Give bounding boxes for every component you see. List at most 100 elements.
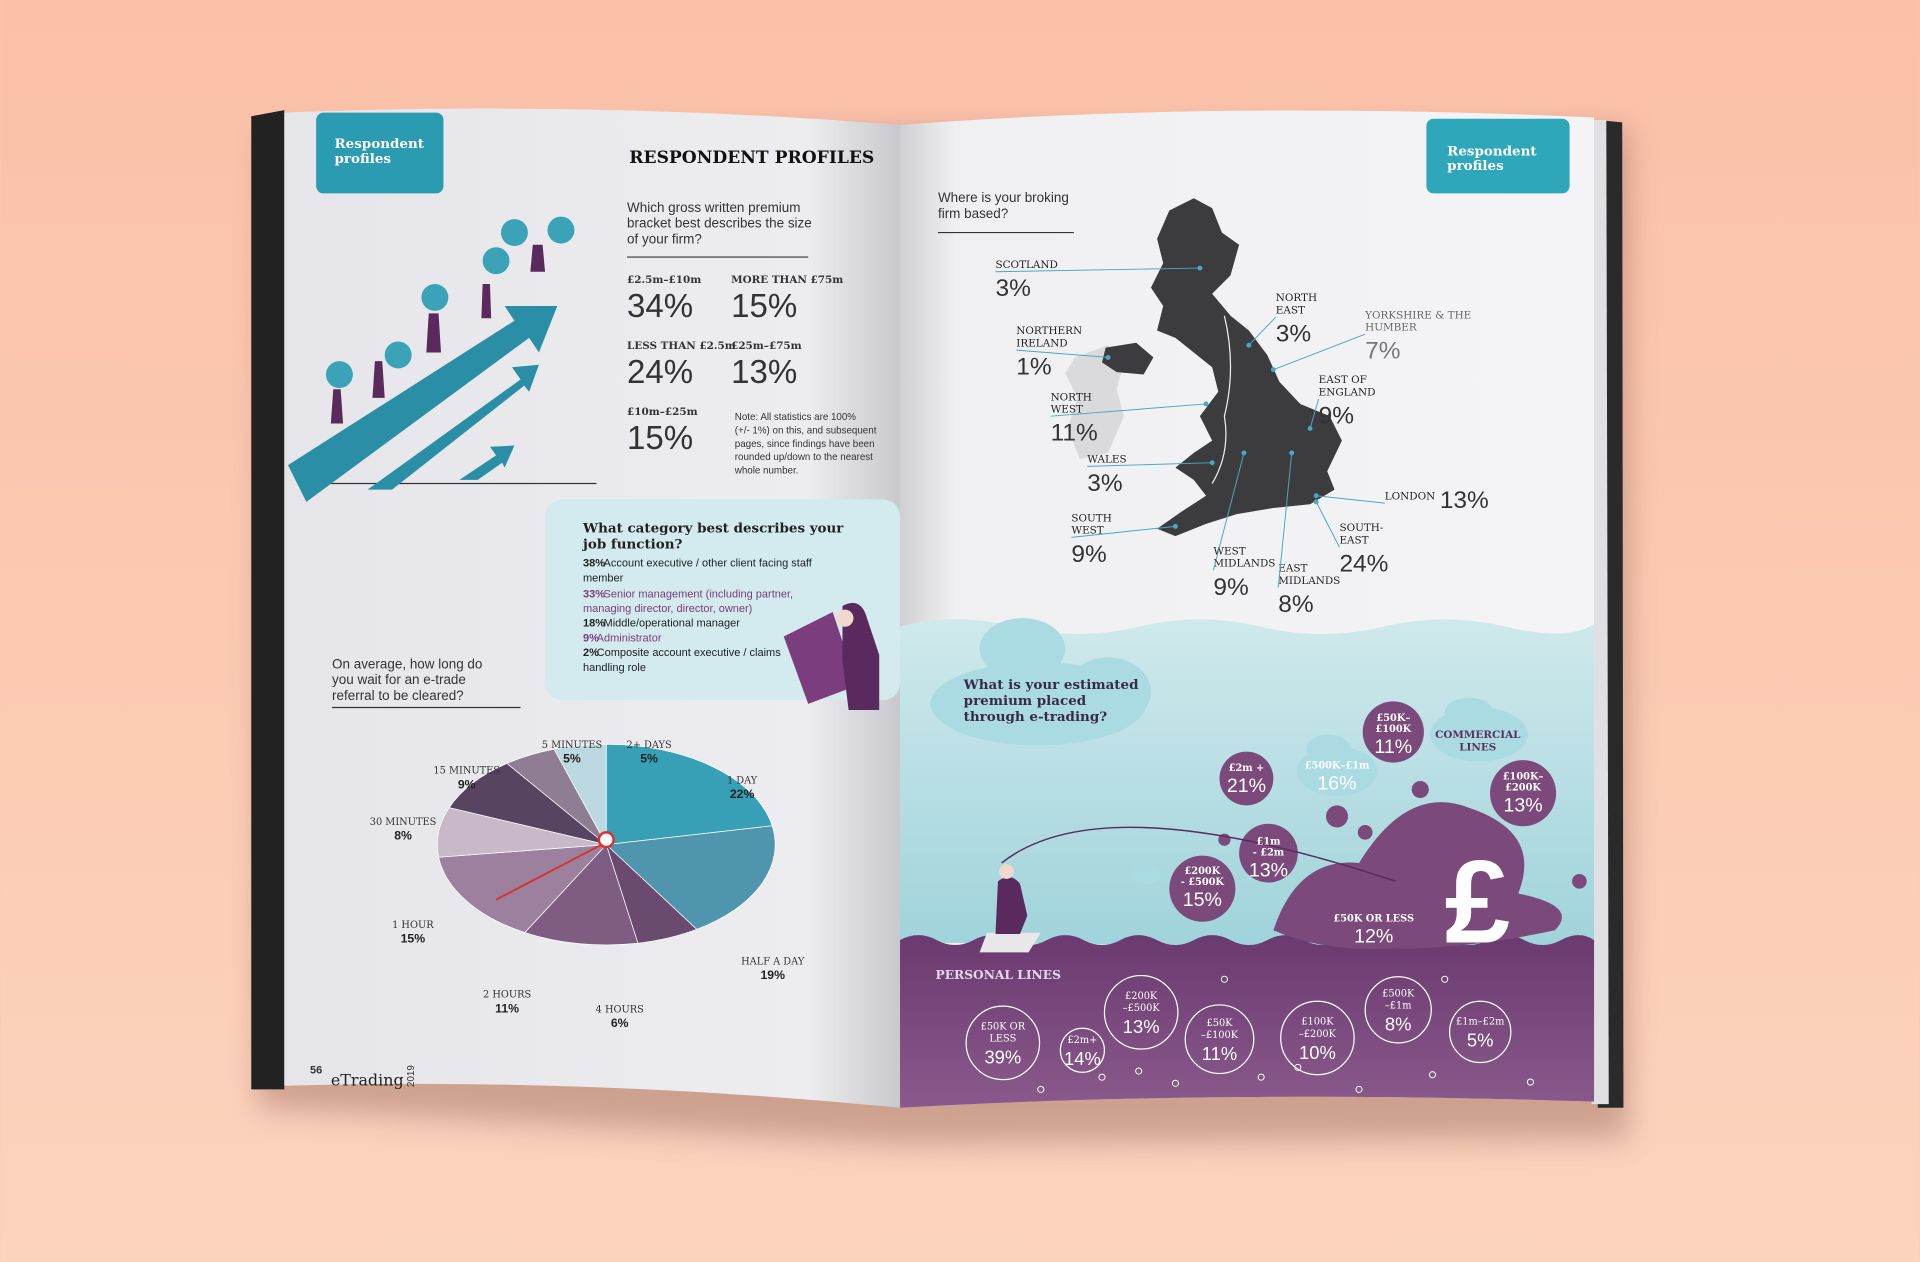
leader-dot xyxy=(1307,425,1313,431)
leader-dot xyxy=(1313,499,1319,505)
path xyxy=(842,602,880,710)
tab-label: profiles xyxy=(1447,158,1504,174)
note: whole number. xyxy=(734,466,799,477)
region-name: EAST xyxy=(1278,563,1307,575)
circle xyxy=(421,283,449,311)
slice-value: 5% xyxy=(563,752,581,766)
pie-slice xyxy=(448,762,607,845)
region-name: NORTH xyxy=(1051,391,1092,403)
tab xyxy=(1426,118,1570,194)
path xyxy=(367,364,539,490)
bracket-value: 13% xyxy=(731,354,797,391)
bubble-dot xyxy=(1098,1073,1106,1081)
band-value: 21% xyxy=(1227,775,1266,797)
job-pct: 33% xyxy=(583,588,605,600)
band-label: –£100K xyxy=(1201,1030,1239,1041)
ellipse xyxy=(979,618,1066,680)
bracket-value: 34% xyxy=(627,288,693,325)
band-label: £2m + xyxy=(1229,763,1265,774)
band-value: 5% xyxy=(1467,1030,1494,1051)
leader-dot xyxy=(1289,450,1295,456)
region-name: MIDLANDS xyxy=(1213,558,1275,570)
section-label: LINES xyxy=(1459,741,1496,753)
region-name: ENGLAND xyxy=(1319,386,1376,398)
region-name: HUMBER xyxy=(1365,321,1418,333)
band-label: £500K–£1m xyxy=(1305,761,1370,772)
job-text: member xyxy=(583,572,624,584)
slice-label: 1 HOUR xyxy=(392,920,434,931)
bubble xyxy=(1059,1027,1106,1073)
slice-value: 15% xyxy=(401,932,426,946)
leader-line xyxy=(1309,398,1320,429)
slice-value: 19% xyxy=(760,968,785,982)
page-number: 56 xyxy=(310,1064,322,1076)
band-label: £2m+ xyxy=(1067,1035,1097,1046)
slice-value: 5% xyxy=(640,752,658,766)
note: rounded up/down to the nearest xyxy=(735,452,873,463)
leader-dot xyxy=(1270,367,1276,373)
region-value: 1% xyxy=(1016,354,1051,381)
question: referral to be cleared? xyxy=(332,688,464,703)
circle xyxy=(1169,855,1236,922)
leader-dot xyxy=(1313,493,1319,499)
job-text: Senior management (including partner, xyxy=(604,588,794,600)
region-name: WEST xyxy=(1051,404,1083,416)
leader-line xyxy=(1087,462,1213,467)
slice-label: 5 MINUTES xyxy=(542,740,602,751)
job-pct: 9% xyxy=(583,632,599,644)
band-label: - £2m xyxy=(1253,848,1285,859)
heading: RESPONDENT PROFILES xyxy=(629,148,874,168)
ellipse xyxy=(1131,866,1161,884)
region-name: WEST xyxy=(1071,525,1103,537)
bubble-dot xyxy=(1135,1067,1143,1075)
circle xyxy=(547,216,575,244)
note: Note: All statistics are 100% xyxy=(735,412,857,423)
bracket-value: 15% xyxy=(627,420,693,457)
band-label: £50K– xyxy=(1376,713,1410,724)
region-name: LONDON xyxy=(1385,490,1435,502)
clock-hand xyxy=(495,841,607,901)
band-value: 13% xyxy=(1503,795,1542,817)
ellipse xyxy=(1065,657,1151,726)
leader-line xyxy=(1248,316,1277,346)
section-label: COMMERCIAL xyxy=(1435,729,1521,741)
band-label: –£200K xyxy=(1299,1029,1337,1040)
region-name: EAST xyxy=(1339,534,1368,546)
leader-dot xyxy=(1172,523,1178,529)
bubble-dot xyxy=(1294,1063,1302,1071)
circle xyxy=(836,609,854,627)
band-label: £100K xyxy=(1301,1017,1334,1028)
question: Which gross written premium xyxy=(627,200,800,215)
region-name: YORKSHIRE & THE xyxy=(1364,309,1471,321)
tab xyxy=(316,112,444,194)
region-value: 3% xyxy=(995,275,1030,302)
bubble-dot xyxy=(1171,1079,1179,1087)
fisherman xyxy=(979,826,1396,953)
leader-dot xyxy=(1209,460,1215,466)
leader-dot xyxy=(1241,450,1247,456)
bubble xyxy=(1449,1000,1512,1064)
question: job function? xyxy=(582,536,683,552)
question: bracket best describes the size xyxy=(627,216,812,231)
band-value: 10% xyxy=(1299,1042,1336,1063)
circle xyxy=(1325,805,1349,828)
slice-label: 4 HOURS xyxy=(596,1004,644,1015)
bubble-dot xyxy=(1441,975,1449,983)
region-name: WALES xyxy=(1087,454,1126,466)
circle xyxy=(1572,873,1587,889)
book-cover-edge xyxy=(251,110,285,1090)
slice-value: 6% xyxy=(611,1016,629,1030)
band-label: £1m–£2m xyxy=(1456,1017,1504,1028)
leader-dot xyxy=(1105,354,1111,360)
path xyxy=(1101,342,1154,375)
path xyxy=(1273,802,1562,950)
slice-value: 11% xyxy=(495,1001,519,1015)
path xyxy=(783,612,858,704)
band-label: £200K xyxy=(1184,866,1220,877)
band-value: 11% xyxy=(1374,736,1412,758)
brand: eTrading xyxy=(331,1071,404,1090)
ellipse xyxy=(1306,734,1351,764)
band-label: £200K xyxy=(1505,783,1541,794)
